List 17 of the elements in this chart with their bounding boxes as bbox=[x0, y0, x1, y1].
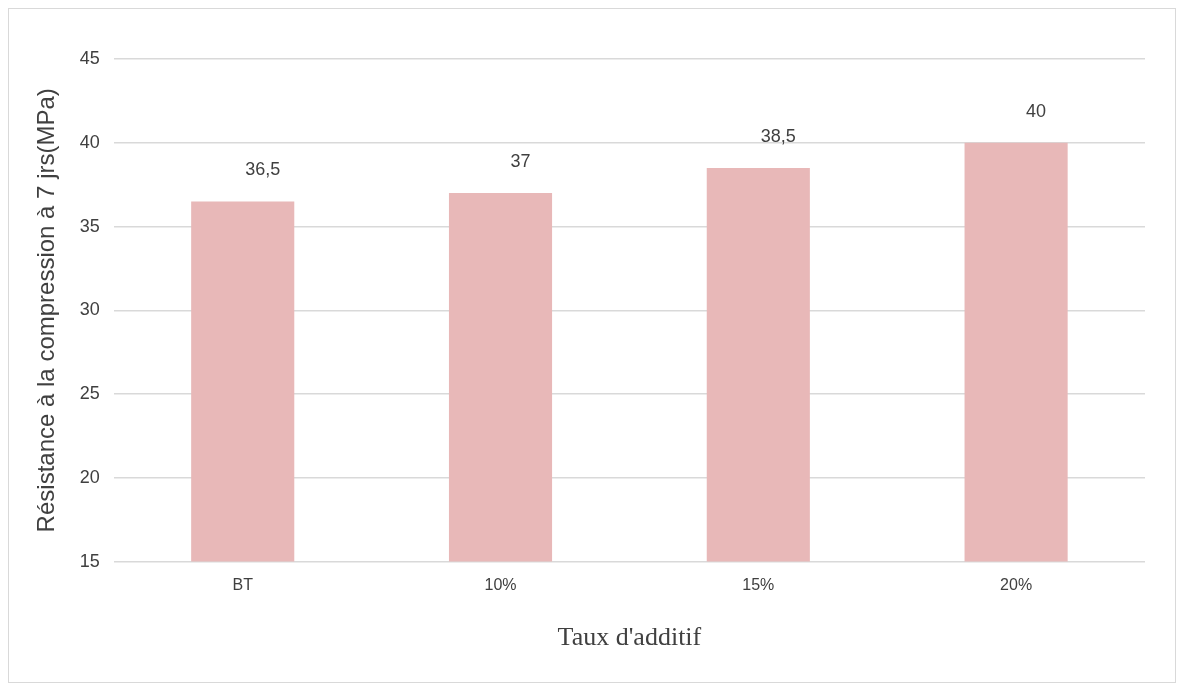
data-label: 40 bbox=[1026, 100, 1047, 121]
x-tick-label: 10% bbox=[484, 575, 517, 593]
y-tick-label: 20 bbox=[79, 466, 100, 487]
y-tick-label: 15 bbox=[79, 550, 100, 571]
x-tick-label: 15% bbox=[742, 575, 775, 593]
data-label: 37 bbox=[510, 151, 531, 171]
y-tick-label: 45 bbox=[79, 47, 100, 68]
y-tick-label: 25 bbox=[79, 383, 100, 404]
data-label: 36,5 bbox=[245, 159, 281, 180]
x-tick-label: 20% bbox=[1000, 575, 1033, 593]
x-axis-title: Taux d'additif bbox=[557, 622, 702, 652]
x-tick-label: BT bbox=[232, 575, 254, 593]
y-tick-label: 40 bbox=[79, 131, 100, 152]
y-tick-label: 30 bbox=[79, 299, 100, 320]
y-axis-title: Résistance à la compression à 7 jrs(MPa) bbox=[32, 88, 60, 533]
data-label: 38,5 bbox=[760, 125, 796, 146]
y-tick-label: 35 bbox=[79, 215, 100, 236]
